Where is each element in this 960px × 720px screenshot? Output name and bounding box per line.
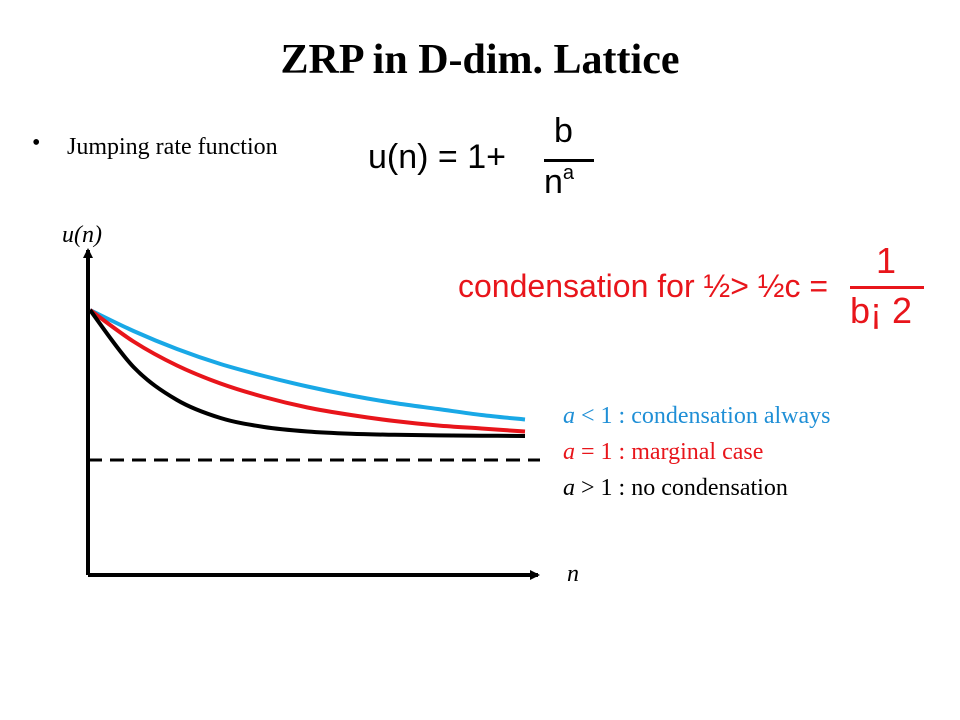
series-group — [88, 308, 526, 438]
formula-fraction-bar — [544, 159, 594, 162]
formula-numerator: b — [554, 112, 573, 150]
x-axis-label: n — [567, 561, 579, 587]
legend: a < 1 : condensation always a = 1 : marg… — [563, 398, 830, 506]
series-line-0 — [89, 308, 526, 422]
legend-text: > 1 : no condensation — [575, 475, 788, 501]
legend-item-superlinear: a > 1 : no condensation — [563, 470, 830, 506]
slide-title: ZRP in D-dim. Lattice — [280, 37, 680, 83]
legend-item-marginal: a = 1 : marginal case — [563, 434, 830, 470]
legend-var: a — [563, 403, 575, 429]
y-axis-label-text: u(n) — [62, 222, 102, 248]
rate-formula: u(n) = 1+ b na — [368, 112, 608, 202]
series-line-2 — [88, 308, 526, 438]
formula-denominator: na — [544, 162, 574, 202]
legend-item-sublinear: a < 1 : condensation always — [563, 398, 830, 434]
legend-text: < 1 : condensation always — [575, 403, 831, 429]
condition-denominator: b¡ 2 — [850, 290, 913, 331]
formula-lhs: u(n) = 1+ — [368, 138, 506, 176]
condition-fraction-bar — [850, 286, 924, 289]
formula-denominator-base: n — [544, 163, 563, 201]
condition-text: condensation for ½> ½c = — [458, 268, 829, 304]
legend-var: a — [563, 475, 575, 501]
y-axis-label: u(n) — [62, 222, 102, 249]
series-line-1 — [88, 308, 526, 434]
bullet-dot-icon: • — [32, 130, 41, 156]
formula-exponent: a — [562, 162, 575, 184]
bullet-text: Jumping rate function — [67, 134, 278, 160]
legend-text: = 1 : marginal case — [575, 439, 764, 465]
legend-var: a — [563, 439, 575, 465]
condition-numerator: 1 — [876, 240, 897, 281]
condensation-condition: condensation for ½> ½c = 1 b¡ 2 — [458, 240, 938, 340]
